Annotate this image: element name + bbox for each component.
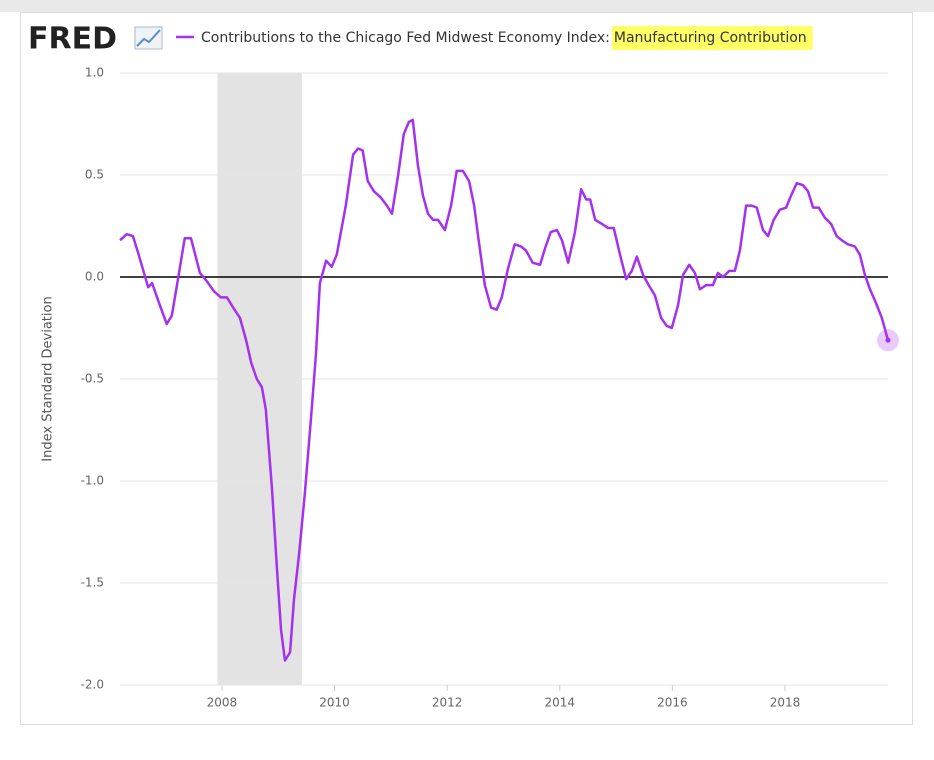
x-tick-label: 2018 bbox=[770, 696, 801, 710]
top-bar bbox=[0, 0, 934, 12]
x-tick-label: 2016 bbox=[657, 696, 688, 710]
y-tick-label: -1.5 bbox=[81, 576, 104, 590]
frame bbox=[20, 12, 913, 725]
y-tick-label: -1.0 bbox=[81, 474, 104, 488]
legend-highlight bbox=[611, 26, 813, 50]
x-tick-label: 2008 bbox=[207, 696, 238, 710]
y-tick-label: 1.0 bbox=[85, 66, 104, 80]
legend-label-highlight: Manufacturing Contribution bbox=[614, 30, 807, 46]
last-point bbox=[885, 337, 891, 343]
x-tick-label: 2014 bbox=[544, 696, 575, 710]
y-tick-label: 0.5 bbox=[85, 168, 104, 182]
y-axis-label: Index Standard Deviation bbox=[41, 296, 56, 461]
legend-label: Contributions to the Chicago Fed Midwest… bbox=[201, 30, 610, 46]
x-tick-label: 2012 bbox=[432, 696, 463, 710]
y-tick-label: -2.0 bbox=[81, 678, 104, 692]
y-tick-label: 0.0 bbox=[85, 270, 104, 284]
y-tick-label: -0.5 bbox=[81, 372, 104, 386]
logo-icon bbox=[134, 26, 163, 50]
x-tick-label: 2010 bbox=[319, 696, 350, 710]
logo: FRED bbox=[28, 22, 117, 57]
line-series bbox=[119, 118, 890, 662]
